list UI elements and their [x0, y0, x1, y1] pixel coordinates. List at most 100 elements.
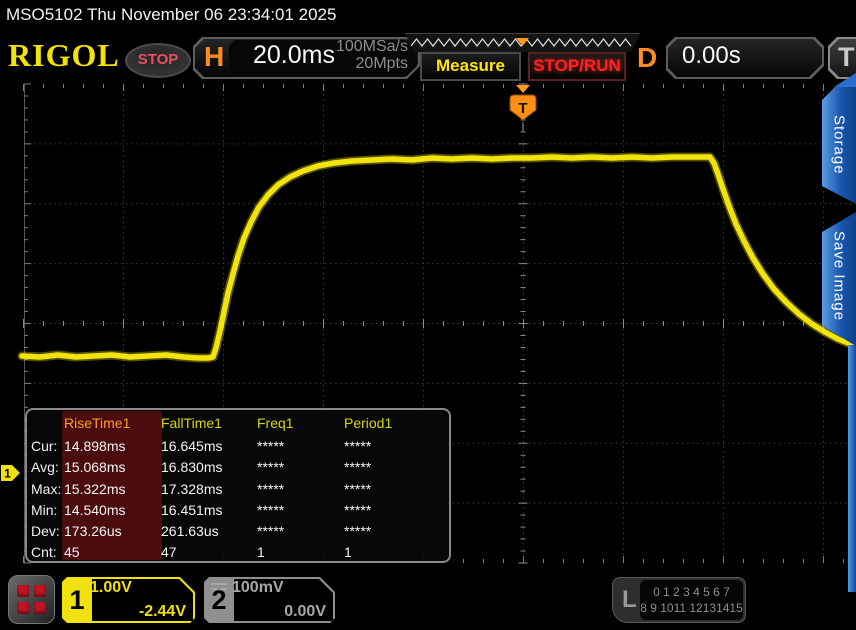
tab-save-image-label: Save Image — [830, 230, 848, 322]
cell-dev-risetime: 173.26us — [64, 523, 122, 540]
measure-button[interactable]: Measure — [420, 52, 521, 81]
channel1-badge-body — [92, 579, 193, 621]
trigger-menu-label: T — [838, 42, 855, 72]
waveform-trace-ch1 — [17, 152, 856, 363]
cell-cur-freq: ***** — [257, 438, 285, 454]
channel1-scale: 1.00V — [90, 579, 132, 596]
logic-channel-numbers: 0 1 2 3 4 5 6 7 8 9 1011 12131415 — [640, 580, 743, 620]
grid-icon — [34, 602, 46, 614]
cell-min-period: ***** — [344, 501, 372, 518]
model-and-datetime: MSO5102 Thu November 06 23:34:01 2025 — [6, 5, 337, 24]
row-label-max: Max: — [31, 480, 62, 497]
col-header-freq1: Freq1 — [257, 415, 294, 431]
grid-icon — [17, 602, 29, 614]
tab-storage-label: Storage — [830, 115, 848, 175]
row-label-min: Min: — [31, 501, 58, 518]
horizontal-timebase-box[interactable]: H 20.0ms 100MSa/s 20Mpts — [193, 37, 420, 79]
acquisition-state-badge: STOP — [125, 43, 191, 78]
trigger-position-marker[interactable]: T — [509, 85, 537, 131]
cell-avg-risetime: 15.068ms — [64, 459, 126, 476]
cell-avg-freq: ***** — [257, 459, 285, 476]
tab-storage[interactable]: Storage — [822, 86, 856, 204]
cell-avg-falltime: 16.830ms — [161, 459, 223, 476]
row-label-avg: Avg: — [31, 459, 59, 476]
horizontal-offset-box-bg — [668, 39, 822, 77]
h-label: H — [204, 41, 225, 72]
logic-analyzer-label: L — [622, 586, 637, 613]
cell-dev-falltime: 261.63us — [161, 523, 219, 540]
cell-min-falltime: 16.451ms — [161, 501, 223, 518]
waveform-position-strip[interactable] — [405, 33, 640, 52]
cell-cur-risetime: 14.898ms — [64, 438, 126, 454]
grid-icon — [17, 585, 29, 597]
row-label-cur: Cur: — [31, 438, 58, 454]
col-header-falltime1: FallTime1 — [161, 415, 222, 431]
cell-cur-falltime: 16.645ms — [161, 438, 223, 454]
cell-max-risetime: 15.322ms — [64, 480, 126, 497]
trigger-marker-letter: T — [518, 100, 527, 117]
tab-save-image[interactable]: Save Image — [822, 206, 856, 346]
channel2-number: 2 — [211, 585, 227, 615]
channel2-status-badge[interactable]: 2 100mV 0.00V — [204, 577, 335, 623]
measurement-table[interactable]: RiseTime1 FallTime1 Freq1 Period1 Cur: 1… — [25, 408, 451, 563]
strip-trigger-indicator — [516, 38, 529, 46]
rigol-logo: RIGOL — [8, 37, 120, 73]
sample-rate: 100MSa/s — [335, 38, 408, 55]
cell-cnt-period: 1 — [344, 544, 352, 561]
channel1-offset: -2.44V — [138, 603, 186, 620]
memory-depth: 20Mpts — [355, 54, 408, 72]
channel2-badge-body — [234, 579, 333, 621]
cell-cnt-risetime: 45 — [64, 544, 80, 561]
display-grid-button[interactable] — [8, 575, 55, 624]
trigger-position-triangle — [516, 85, 530, 93]
cell-min-freq: ***** — [257, 501, 285, 518]
sample-rate-memdepth: 100MSa/s 20Mpts — [336, 39, 408, 73]
tab-edge-strip — [848, 345, 856, 592]
logic-channels-row2: 8 9 1011 12131415 — [640, 601, 743, 615]
stop-run-button[interactable]: STOP/RUN — [528, 52, 626, 81]
dc-coupling-icon — [69, 583, 85, 594]
d-label: D — [637, 42, 658, 73]
bottom-status-bar: 1 1.00V -2.44V 2 100mV 0.00V L 0 1 2 3 4… — [0, 570, 856, 630]
cell-min-risetime: 14.540ms — [64, 501, 126, 518]
measure-button-label: Measure — [436, 56, 505, 75]
col-header-period1: Period1 — [344, 415, 393, 431]
cell-cur-period: ***** — [344, 438, 372, 454]
header-bar: RIGOL STOP H 20.0ms 100MSa/s 20Mpts Meas… — [0, 30, 856, 83]
cell-avg-period: ***** — [344, 459, 372, 476]
measure-button-bg — [422, 54, 519, 79]
col-header-risetime1: RiseTime1 — [64, 415, 131, 431]
stop-run-button-label: STOP/RUN — [533, 56, 621, 75]
selected-measurement-column-highlight — [62, 411, 162, 560]
grid-icon — [34, 585, 46, 597]
cell-max-freq: ***** — [257, 480, 285, 497]
channel1-marker-number: 1 — [4, 467, 11, 481]
trigger-menu-box[interactable]: T — [828, 37, 856, 79]
channel1-offset-marker[interactable]: 1 — [1, 465, 20, 481]
channel1-number: 1 — [69, 585, 85, 615]
cell-dev-freq: ***** — [257, 523, 285, 540]
cell-cnt-freq: 1 — [257, 544, 265, 561]
cell-dev-period: ***** — [344, 523, 372, 540]
table-corner — [27, 410, 64, 436]
channel1-status-badge[interactable]: 1 1.00V -2.44V — [62, 577, 195, 623]
waveform-position-zigzag — [405, 34, 640, 52]
row-label-cnt: Cnt: — [31, 544, 57, 561]
horizontal-offset-value: 0.00s — [682, 42, 741, 69]
cell-max-period: ***** — [344, 480, 372, 497]
stop-run-button-bg — [530, 54, 624, 79]
dc-coupling-icon — [211, 583, 227, 594]
channel2-offset: 0.00V — [284, 603, 326, 620]
channel1-marker-arrow — [1, 465, 20, 481]
cell-max-falltime: 17.328ms — [161, 480, 223, 497]
logic-channels-row1: 0 1 2 3 4 5 6 7 — [653, 585, 730, 599]
cell-cnt-falltime: 47 — [161, 544, 177, 561]
top-status-bar: MSO5102 Thu November 06 23:34:01 2025 — [0, 0, 856, 30]
logic-analyzer-badge[interactable]: L 0 1 2 3 4 5 6 7 8 9 1011 12131415 — [612, 577, 746, 623]
channel2-scale: 100mV — [232, 579, 284, 596]
horizontal-timebase-panel — [229, 40, 417, 76]
horizontal-offset-box[interactable]: 0.00s — [666, 37, 824, 79]
trigger-shield-icon — [509, 94, 537, 121]
row-label-dev: Dev: — [31, 523, 60, 540]
